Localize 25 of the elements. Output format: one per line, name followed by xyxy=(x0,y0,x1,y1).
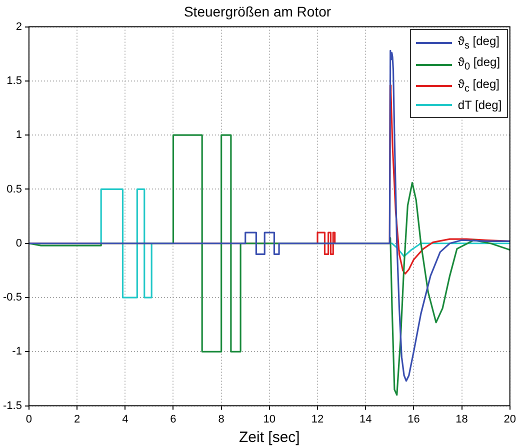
x-tick-label: 14 xyxy=(359,413,372,426)
legend-label: ϑ$_{0}$ [deg] xyxy=(458,54,500,75)
y-tick-label: -1.5 xyxy=(2,400,22,412)
y-tick-label: 1.5 xyxy=(6,74,22,87)
x-tick-label: 0 xyxy=(26,413,32,426)
x-axis-title: Zeit [sec] xyxy=(238,429,300,446)
x-tick-label: 8 xyxy=(218,413,224,426)
y-tick-label: 0.5 xyxy=(6,183,22,196)
chart-title: Steuergrößen am Rotor xyxy=(184,3,332,20)
x-tick-label: 18 xyxy=(456,413,468,426)
x-tick-label: 2 xyxy=(74,413,80,426)
y-tick-label: -1 xyxy=(12,346,22,358)
y-tick-label: 0 xyxy=(16,237,22,250)
x-tick-label: 20 xyxy=(504,413,516,426)
legend-label: dT [deg] xyxy=(458,96,502,114)
x-tick-label: 12 xyxy=(311,413,324,426)
y-tick-label: -0.5 xyxy=(2,292,22,304)
x-tick-label: 16 xyxy=(408,413,420,426)
legend-label: ϑ$_{c}$ [deg] xyxy=(458,76,500,96)
x-tick-label: 6 xyxy=(170,413,176,426)
legend-label: ϑ$_{s}$ [deg] xyxy=(458,32,500,54)
x-tick-label: 10 xyxy=(263,413,276,426)
x-tick-label: 4 xyxy=(122,413,128,426)
y-tick-label: 2 xyxy=(16,20,22,33)
y-tick-label: 1 xyxy=(16,129,22,142)
